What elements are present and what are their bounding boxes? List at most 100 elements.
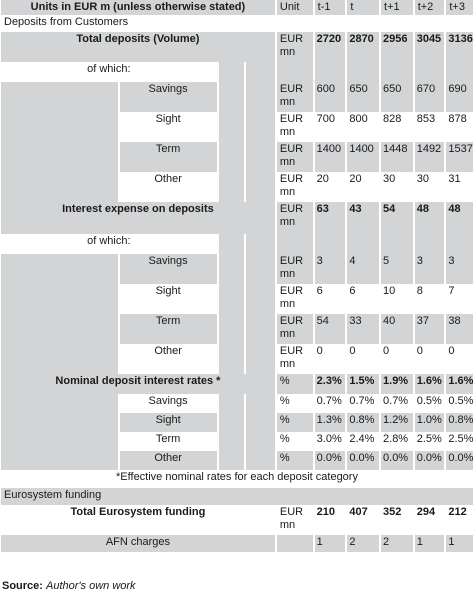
row-spacer (218, 234, 245, 254)
value-cell: 8 (414, 284, 445, 314)
value-cell: 4 (347, 254, 380, 284)
row-spacer (381, 234, 413, 254)
value-cell: 2 (347, 535, 380, 552)
row-label: Sight (119, 284, 217, 314)
value-cell: 7 (446, 284, 473, 314)
unit-text: % (279, 375, 290, 387)
row-unit: EUR mn (276, 314, 313, 344)
row-spacer (246, 172, 275, 202)
value-cell: 0.7% (347, 394, 380, 413)
row-label: Term (119, 432, 217, 451)
value-cell: 1.0% (414, 413, 445, 432)
value-cell: 0 (314, 344, 346, 374)
value-cell: 700 (314, 112, 346, 142)
source-prefix: Source: (2, 580, 43, 592)
row-spacer (1, 284, 118, 314)
unit-text: EUR mn (279, 345, 304, 370)
row-spacer (246, 413, 275, 432)
value-cell: 1.3% (314, 413, 346, 432)
row-label: Savings (119, 254, 217, 284)
value-cell: 1448 (381, 142, 413, 172)
value-cell: 48 (446, 202, 473, 234)
value-cell: 407 (347, 505, 380, 535)
of-which-row-label: of which: (1, 234, 217, 254)
eurosystem-section-row: Eurosystem funding (1, 488, 473, 505)
nominal-rates-row: Nominal deposit interest rates *% 2.3% 1.5… (1, 374, 473, 394)
value-cell: 1 (446, 535, 473, 552)
unit-text: % (279, 433, 290, 445)
value-cell: 294 (414, 505, 445, 535)
value-cell: 0.0% (381, 451, 413, 470)
row-spacer (218, 142, 245, 172)
row-spacer (246, 254, 275, 284)
row-label: Other (119, 172, 217, 202)
value-cell: 1.6% (414, 374, 445, 394)
source-line: Source: Author's own work (2, 580, 136, 593)
row-spacer (246, 234, 275, 254)
value-cell: 1.5% (347, 374, 380, 394)
row-unit: EUR mn (276, 254, 313, 284)
row-spacer (1, 413, 118, 432)
value-cell: 1400 (314, 142, 346, 172)
value-cell: 1.9% (381, 374, 413, 394)
value-cell: 670 (414, 82, 445, 112)
value-cell: 352 (381, 505, 413, 535)
unit-text: % (279, 452, 290, 464)
value-cell: 0 (446, 344, 473, 374)
header-unit: Unit (276, 0, 313, 15)
header-label: Units in EUR m (unless otherwise stated) (1, 0, 275, 15)
row-label: Total deposits (Volume) (1, 32, 275, 62)
value-cell: 878 (446, 112, 473, 142)
unit-text: EUR mn (279, 285, 304, 310)
expense-row: Other EUR mn 0 0 0 0 0 (1, 344, 473, 374)
expense-row: Term EUR mn 54 33 40 37 38 (1, 314, 473, 344)
row-label: Sight (119, 112, 217, 142)
row-unit: EUR mn (276, 32, 313, 62)
row-label: Nominal deposit interest rates * (1, 374, 275, 394)
value-cell: 1400 (347, 142, 380, 172)
unit-text: % (279, 414, 290, 426)
row-unit: EUR mn (276, 284, 313, 314)
header-year: t+3 (446, 0, 473, 15)
value-cell: 853 (414, 112, 445, 142)
rate-row: Savings% 0.7% 0.7% 0.7% 0.5% 0.5% (1, 394, 473, 413)
value-cell: 2.4% (347, 432, 380, 451)
row-spacer (218, 172, 245, 202)
row-spacer (218, 451, 245, 470)
rate-row: Sight% 1.3% 0.8% 1.2% 1.0% 0.8% (1, 413, 473, 432)
deposits-table: Units in EUR m (unless otherwise stated)… (1, 0, 473, 552)
row-label: Other (119, 451, 217, 470)
value-cell: 210 (314, 505, 346, 535)
row-spacer (1, 394, 118, 413)
header-year: t (347, 0, 380, 15)
unit-text: EUR mn (279, 315, 304, 340)
row-spacer (1, 112, 118, 142)
value-cell: 0.7% (314, 394, 346, 413)
row-spacer (218, 284, 245, 314)
row-label: Term (119, 142, 217, 172)
value-cell: 3045 (414, 32, 445, 62)
rate-row: Term% 3.0% 2.4% 2.8% 2.5% 2.5% (1, 432, 473, 451)
row-label: Sight (119, 413, 217, 432)
deposit-row: Sight EUR mn 700 800 828 853 878 (1, 112, 473, 142)
value-cell: 30 (414, 172, 445, 202)
value-cell: 828 (381, 112, 413, 142)
value-cell: 6 (347, 284, 380, 314)
row-spacer (446, 234, 473, 254)
row-spacer (246, 112, 275, 142)
expense-row: Savings EUR mn 3 4 5 3 3 (1, 254, 473, 284)
value-cell: 20 (347, 172, 380, 202)
value-cell: 2956 (381, 32, 413, 62)
row-spacer (218, 394, 245, 413)
header-year: t+1 (381, 0, 413, 15)
value-cell: 0 (381, 344, 413, 374)
row-spacer (246, 432, 275, 451)
deposit-row: Savings EUR mn 600 650 650 670 690 (1, 82, 473, 112)
row-spacer (246, 394, 275, 413)
value-cell: 0 (347, 344, 380, 374)
row-spacer (218, 344, 245, 374)
row-spacer (314, 234, 346, 254)
value-cell: 0.7% (381, 394, 413, 413)
row-spacer (218, 432, 245, 451)
